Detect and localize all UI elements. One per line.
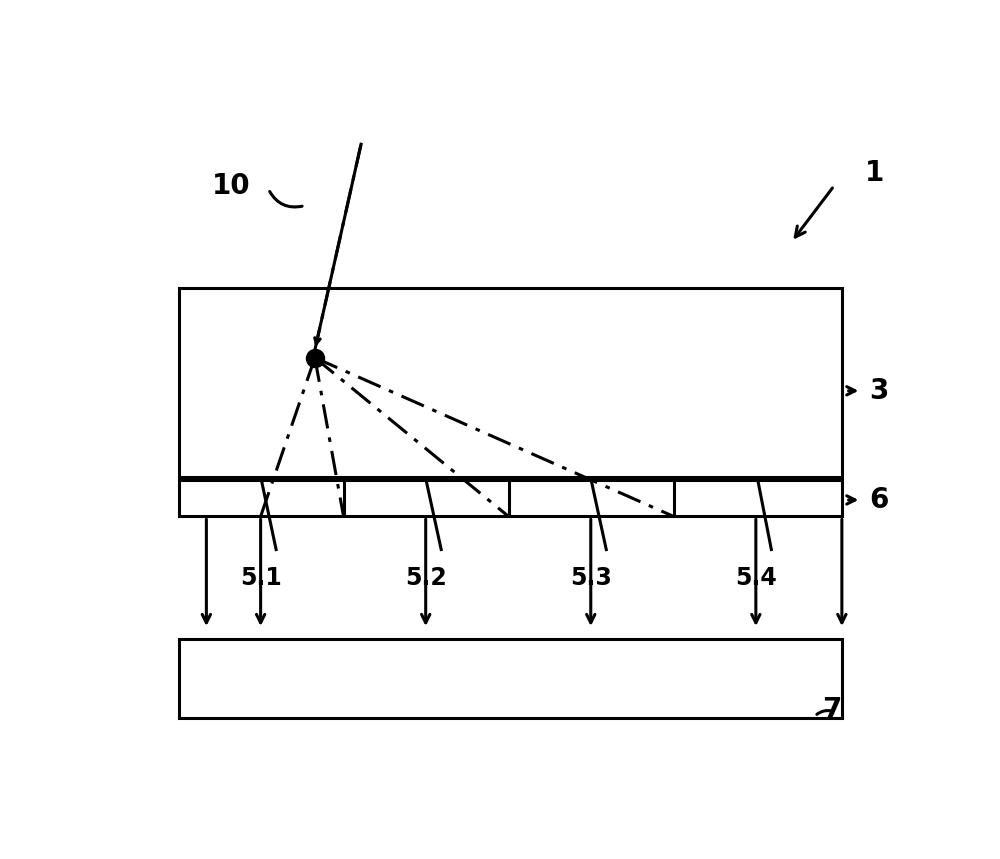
Text: 5.4: 5.4 [735,566,777,590]
Text: 1: 1 [865,159,884,186]
Text: 7: 7 [822,696,842,723]
Text: 5.3: 5.3 [570,566,612,590]
Text: 10: 10 [212,172,251,200]
Bar [179,639,842,718]
Bar [179,289,842,477]
Text: 5.2: 5.2 [405,566,447,590]
Text: 6: 6 [869,486,888,514]
Bar [179,480,842,516]
Text: 3: 3 [869,377,888,405]
Text: 5.1: 5.1 [240,566,282,590]
